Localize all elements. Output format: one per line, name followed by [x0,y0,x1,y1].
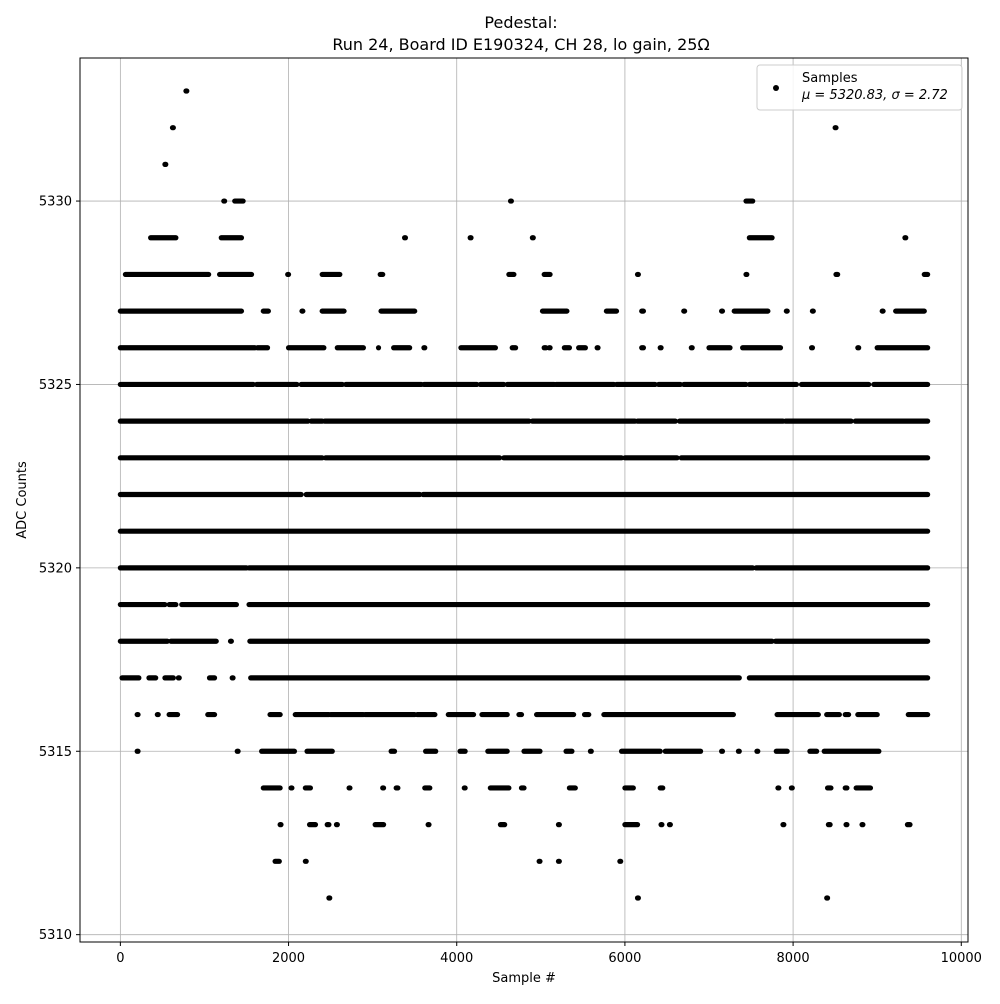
legend: Samples μ = 5320.83, σ = 2.72 [756,64,963,111]
y-axis-label: ADC Counts [15,461,30,539]
y-tick-label: 5310 [39,928,72,943]
x-tick-label: 2000 [272,951,305,966]
x-tick-label: 6000 [608,951,641,966]
y-axis-ticks: 5310 5315 5320 5325 5330 [39,195,80,943]
x-tick-label: 10000 [941,951,982,966]
legend-label: Samples [802,71,858,86]
y-tick-label: 5320 [39,561,72,576]
plot-frame [79,57,969,943]
legend-marker [773,85,779,91]
x-tick-label: 8000 [777,951,810,966]
grid-lines [80,58,968,942]
legend-box [756,64,963,111]
x-tick-label: 0 [116,951,124,966]
y-tick-label: 5330 [39,195,72,210]
x-tick-label: 4000 [440,951,473,966]
y-tick-label: 5325 [39,378,72,393]
x-axis-label: Sample # [492,971,556,986]
y-tick-label: 5315 [39,745,72,760]
legend-stats: μ = 5320.83, σ = 2.72 [801,88,948,103]
chart-subtitle: Run 24, Board ID E190324, CH 28, lo gain… [332,35,709,54]
x-axis-ticks: 0 2000 4000 6000 8000 10000 [116,942,982,966]
data-point [375,345,382,351]
data-points [117,88,931,901]
chart-title: Pedestal: [484,13,557,32]
